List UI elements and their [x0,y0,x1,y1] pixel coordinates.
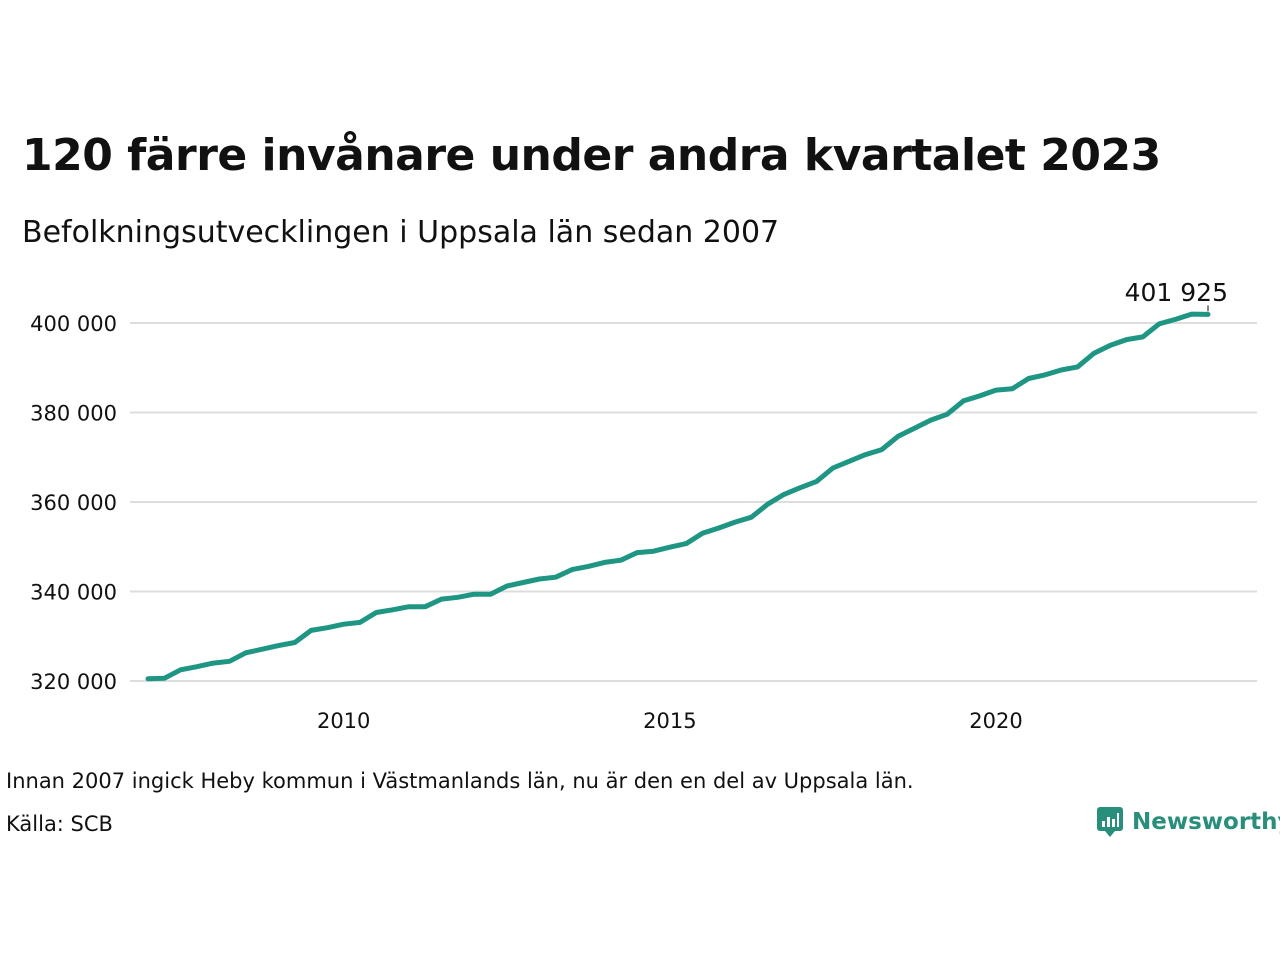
data-point [1010,387,1014,391]
data-point [1124,338,1128,342]
data-point [652,549,656,553]
data-point [358,620,362,624]
data-point [244,651,248,655]
data-point [521,581,525,585]
data-point [684,542,688,546]
data-point [717,526,721,530]
data-point [260,647,264,651]
data-point [700,531,704,535]
data-point [211,661,215,665]
y-tick-label: 320 000 [30,670,117,694]
data-point [309,628,313,632]
data-point [749,515,753,519]
data-point [864,453,868,457]
data-point [831,466,835,470]
data-point [896,434,900,438]
data-point [537,577,541,581]
data-point [554,575,558,579]
end-value-label: 401 925 [1125,278,1228,307]
data-point [325,626,329,630]
data-point [782,492,786,496]
data-point [456,595,460,599]
population-line [145,311,1211,682]
data-point [815,479,819,483]
data-point [961,399,965,403]
data-point [195,665,199,669]
footnote: Innan 2007 ingick Heby kommun i Västmanl… [6,769,914,793]
newsworthy-logo-icon [1097,807,1123,837]
data-point [1027,376,1031,380]
data-point [391,608,395,612]
data-point [994,388,998,392]
y-tick-label: 380 000 [30,402,117,426]
y-tick-label: 360 000 [30,491,117,515]
data-point [880,448,884,452]
data-point [374,611,378,615]
data-point [1141,335,1145,339]
newsworthy-brand: Newsworthy [1096,806,1280,838]
data-point [1108,343,1112,347]
data-point [929,418,933,422]
data-point [1173,317,1177,321]
brand-name: Newsworthy [1132,809,1280,835]
data-point [1059,368,1063,372]
data-point [1190,312,1194,316]
data-point [798,486,802,490]
data-point [488,592,492,596]
data-point [635,551,639,555]
data-point [603,560,607,564]
data-point [162,676,166,680]
data-point [423,605,427,609]
data-point [407,605,411,609]
data-point [228,659,232,663]
data-point [440,597,444,601]
data-point [847,459,851,463]
y-tick-label: 340 000 [30,581,117,605]
data-point [276,644,280,648]
chart-subtitle: Befolkningsutvecklingen i Uppsala län se… [22,215,780,250]
data-point [668,545,672,549]
data-point [619,558,623,562]
data-point [912,426,916,430]
data-point [978,394,982,398]
source-credit: Källa: SCB [6,812,113,836]
line-chart: 320 000 340 000 360 000 380 000 400 000 2010 2… [30,278,1257,733]
data-point [945,412,949,416]
data-point [146,677,150,681]
data-point [179,668,183,672]
data-point [1206,312,1210,316]
data-point [766,502,770,506]
data-point [472,592,476,596]
data-point [1157,322,1161,326]
chart-title: 120 färre invånare under andra kvartalet… [22,130,1161,181]
data-point [505,584,509,588]
data-point [1076,365,1080,369]
x-tick-label: 2020 [969,709,1022,733]
data-point [1092,351,1096,355]
data-point [1043,373,1047,377]
data-point [733,520,737,524]
data-point [586,564,590,568]
data-point [570,568,574,572]
x-tick-label: 2010 [317,709,370,733]
data-point [293,641,297,645]
data-point [342,622,346,626]
y-tick-label: 400 000 [30,312,117,336]
x-tick-label: 2015 [643,709,696,733]
